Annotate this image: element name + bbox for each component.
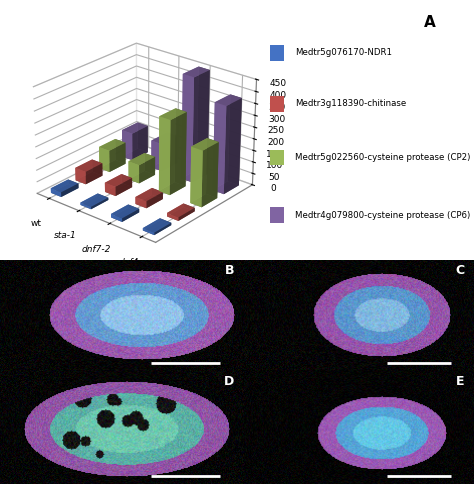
Text: A: A — [424, 15, 436, 30]
Text: D: D — [224, 375, 234, 388]
Text: Medtr3g118390-chitinase: Medtr3g118390-chitinase — [295, 100, 406, 108]
Bar — [270, 208, 284, 223]
Bar — [270, 45, 284, 60]
Text: C: C — [456, 264, 465, 277]
Text: Medtr5g076170-NDR1: Medtr5g076170-NDR1 — [295, 48, 392, 57]
Text: Medtr5g022560-cysteine protease (CP2): Medtr5g022560-cysteine protease (CP2) — [295, 153, 470, 162]
Text: B: B — [225, 264, 234, 277]
Bar — [270, 150, 284, 165]
Text: E: E — [456, 375, 465, 388]
Bar — [270, 96, 284, 112]
Text: Medtr4g079800-cysteine protease (CP6): Medtr4g079800-cysteine protease (CP6) — [295, 211, 470, 220]
